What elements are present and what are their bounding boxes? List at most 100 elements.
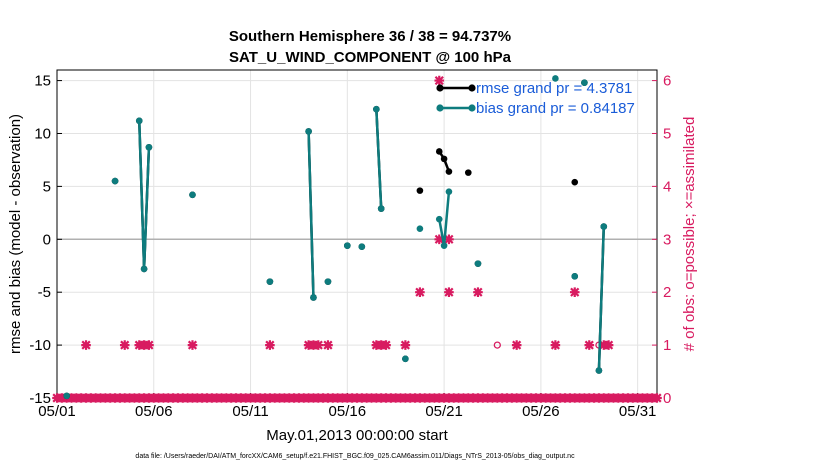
obs-assimilated-marker bbox=[598, 393, 609, 403]
obs-assimilated-marker bbox=[308, 393, 319, 403]
obs-assimilated-marker bbox=[255, 393, 266, 403]
obs-assimilated-marker bbox=[395, 393, 406, 403]
bias-point bbox=[358, 243, 366, 250]
obs-assimilated-marker bbox=[419, 393, 430, 403]
obs-assimilated-marker bbox=[303, 393, 314, 403]
y-right-tick-label: 1 bbox=[663, 337, 671, 354]
bias-point bbox=[435, 215, 443, 223]
obs-assimilated-marker bbox=[129, 393, 140, 403]
obs-assimilated-marker bbox=[144, 393, 154, 403]
obs-assimilated-marker bbox=[308, 340, 319, 350]
obs-assimilated-marker bbox=[187, 393, 198, 403]
obs-assimilated-marker bbox=[516, 393, 527, 403]
obs-assimilated-marker bbox=[584, 340, 595, 350]
bias-line bbox=[138, 120, 151, 269]
bias-point bbox=[552, 75, 559, 82]
chart-title: Southern Hemisphere 36 / 38 = 94.737% bbox=[229, 28, 511, 45]
obs-assimilated-marker bbox=[613, 393, 624, 403]
obs-assimilated-marker bbox=[618, 393, 628, 403]
legend-rmse-marker-end bbox=[468, 84, 476, 92]
obs-assimilated-marker bbox=[444, 393, 454, 403]
obs-assimilated-marker bbox=[511, 393, 522, 403]
legend-bias-marker-end bbox=[468, 104, 476, 112]
obs-assimilated-marker bbox=[52, 393, 62, 403]
obs-assimilated-marker bbox=[139, 393, 149, 403]
obs-assimilated-marker bbox=[76, 393, 86, 403]
obs-assimilated-marker bbox=[168, 393, 178, 403]
obs-assimilated-marker bbox=[550, 340, 561, 350]
obs-assimilated-marker bbox=[652, 393, 662, 403]
obs-assimilated-marker bbox=[347, 393, 357, 403]
obs-assimilated-marker bbox=[608, 393, 619, 403]
obs-assimilated-marker bbox=[303, 340, 314, 350]
obs-assimilated-marker bbox=[294, 393, 304, 403]
obs-assimilated-marker bbox=[482, 393, 493, 403]
x-tick-label: 05/16 bbox=[329, 403, 367, 420]
obs-assimilated-marker bbox=[115, 393, 125, 403]
obs-assimilated-marker bbox=[216, 393, 227, 403]
x-tick-label: 05/31 bbox=[619, 403, 657, 420]
obs-assimilated-marker bbox=[381, 393, 391, 403]
obs-assimilated-marker bbox=[536, 393, 546, 403]
rmse-point bbox=[445, 168, 453, 175]
bias-point bbox=[310, 294, 317, 301]
obs-assimilated-marker bbox=[192, 393, 203, 403]
obs-assimilated-marker bbox=[90, 393, 101, 403]
obs-assimilated-marker bbox=[226, 393, 236, 403]
bias-line bbox=[597, 226, 606, 371]
obs-assimilated-marker bbox=[531, 393, 541, 403]
obs-assimilated-marker bbox=[647, 393, 657, 403]
bias-point bbox=[140, 265, 148, 273]
x-tick-label: 05/11 bbox=[232, 403, 268, 420]
obs-assimilated-marker bbox=[569, 287, 580, 297]
obs-assimilated-marker bbox=[550, 393, 561, 403]
obs-assimilated-marker bbox=[487, 393, 498, 403]
y-tick-label: 10 bbox=[34, 125, 51, 142]
obs-assimilated-marker bbox=[415, 287, 425, 297]
obs-assimilated-marker bbox=[381, 340, 391, 350]
obs-possible-marker bbox=[493, 341, 501, 349]
bias-point bbox=[416, 225, 424, 233]
y-right-tick-label: 2 bbox=[663, 284, 671, 301]
obs-assimilated-marker bbox=[565, 393, 575, 403]
obs-assimilated-marker bbox=[260, 393, 270, 403]
obs-assimilated-marker bbox=[245, 393, 256, 403]
obs-assimilated-marker bbox=[361, 393, 372, 403]
rmse-point bbox=[435, 148, 443, 155]
obs-assimilated-marker bbox=[574, 393, 585, 403]
bias-point bbox=[111, 177, 119, 185]
obs-assimilated-marker bbox=[400, 393, 411, 403]
obs-assimilated-marker bbox=[211, 393, 222, 403]
obs-assimilated-marker bbox=[71, 393, 82, 403]
obs-assimilated-marker bbox=[323, 340, 333, 350]
obs-assimilated-marker bbox=[134, 340, 145, 350]
obs-assimilated-marker bbox=[221, 393, 232, 403]
obs-assimilated-marker bbox=[468, 393, 478, 403]
data-file-note: data file: /Users/raeder/DAI/ATM_forcXX/… bbox=[135, 453, 575, 460]
obs-assimilated-marker bbox=[119, 340, 130, 350]
obs-assimilated-marker bbox=[371, 393, 382, 403]
obs-assimilated-marker bbox=[148, 393, 159, 403]
obs-assimilated-marker bbox=[390, 393, 401, 403]
x-tick-label: 05/26 bbox=[522, 403, 560, 420]
obs-assimilated-marker bbox=[376, 340, 386, 350]
obs-assimilated-marker bbox=[502, 393, 512, 403]
obs-assimilated-marker bbox=[521, 393, 532, 403]
obs-assimilated-marker bbox=[637, 393, 648, 403]
obs-assimilated-marker bbox=[81, 393, 91, 403]
bias-point bbox=[377, 205, 385, 212]
obs-assimilated-marker bbox=[424, 393, 435, 403]
x-tick-label: 05/01 bbox=[38, 403, 76, 420]
obs-assimilated-marker bbox=[545, 393, 556, 403]
legend-rmse-marker-start bbox=[436, 84, 444, 92]
bias-point bbox=[595, 367, 603, 374]
legend-bias-label: bias grand pr = 0.84187 bbox=[476, 100, 635, 117]
x-tick-label: 05/06 bbox=[135, 403, 173, 420]
y-tick-label: -5 bbox=[38, 284, 51, 301]
obs-assimilated-marker bbox=[584, 393, 595, 403]
y-tick-label: 0 bbox=[43, 231, 51, 248]
series-layer bbox=[63, 75, 608, 400]
bias-point bbox=[189, 191, 196, 199]
y-axis-label: rmse and bias (model - observation) bbox=[7, 114, 24, 354]
